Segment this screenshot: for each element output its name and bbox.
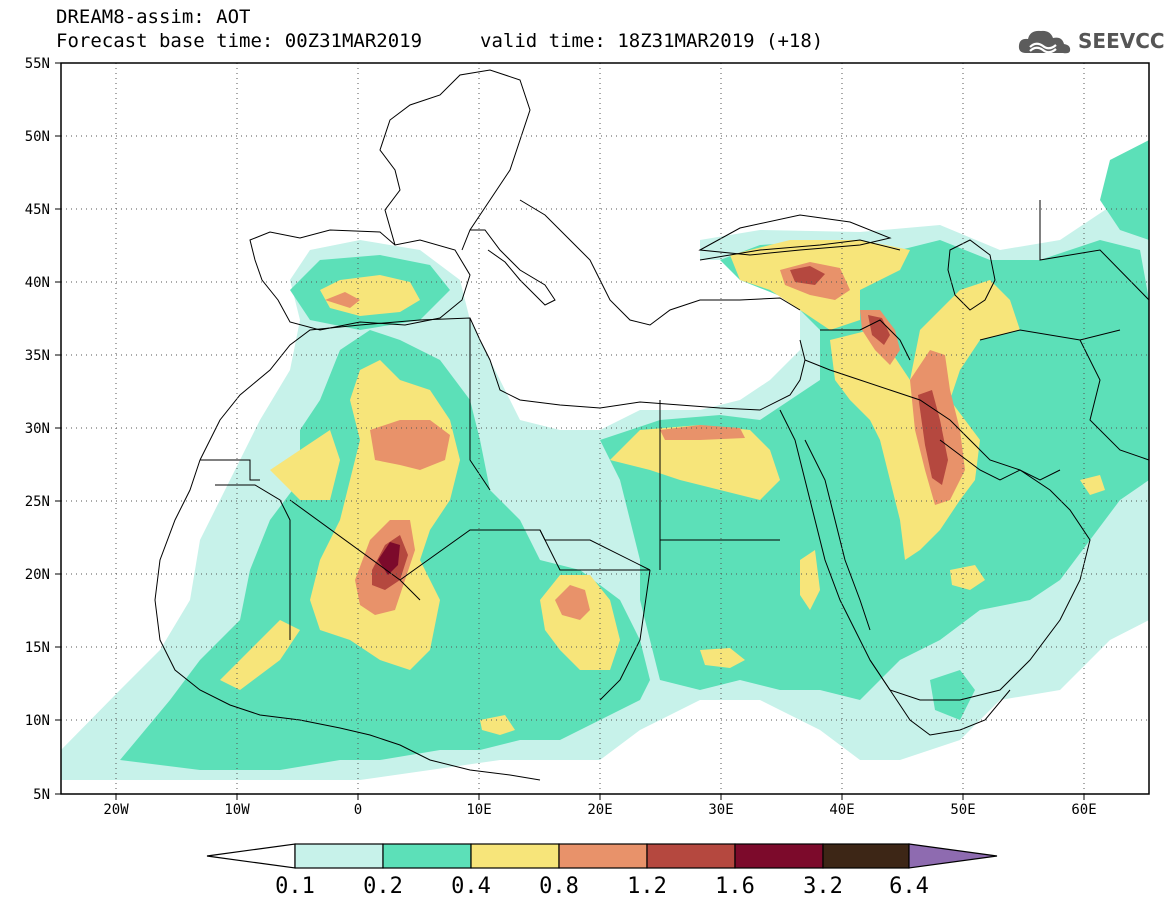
colorbar-labels: 0.1 0.2 0.4 0.8 1.2 1.6 3.2 6.4 <box>275 874 929 899</box>
colorbar-swatch <box>558 843 648 869</box>
lon-label: 10W <box>224 802 250 818</box>
colorbar-swatch <box>822 843 910 869</box>
colorbar-swatch <box>646 843 736 869</box>
lat-label: 50N <box>25 129 50 145</box>
colorbar-label: 3.2 <box>803 874 843 899</box>
graticule <box>61 63 1149 794</box>
lat-label: 15N <box>25 640 50 656</box>
lon-label: 0 <box>354 802 362 818</box>
time-line: Forecast base time: 00Z31MAR2019 valid ti… <box>56 30 823 52</box>
colorbar-label: 0.1 <box>275 874 315 899</box>
lat-label: 30N <box>25 421 50 437</box>
lat-label: 10N <box>25 713 50 729</box>
lon-label: 60E <box>1071 802 1096 818</box>
lon-label: 40E <box>829 802 854 818</box>
colorbar-low-arrow <box>206 843 296 869</box>
valid-time: valid time: 18Z31MAR2019 (+18) <box>480 30 824 52</box>
colorbar-label: 0.8 <box>539 874 579 899</box>
lon-label: 50E <box>950 802 975 818</box>
cloud-logo-icon <box>1018 30 1071 54</box>
forecast-base-time: Forecast base time: 00Z31MAR2019 <box>56 30 423 52</box>
colorbar <box>206 843 998 869</box>
colorbar-label: 0.2 <box>363 874 403 899</box>
aot-level-1.6 <box>378 542 400 575</box>
logo-text: SEEVCCC <box>1078 29 1165 53</box>
seevccc-logo: SEEVCCC <box>1016 25 1165 57</box>
lon-label: 30E <box>708 802 733 818</box>
colorbar-swatch <box>382 843 472 869</box>
lat-labels: 55N 50N 45N 40N 35N 30N 25N 20N 15N 10N … <box>25 56 50 803</box>
lat-label: 25N <box>25 494 50 510</box>
lon-labels: 20W 10W 0 10E 20E 30E 40E 50E 60E <box>103 802 1096 818</box>
map-title: DREAM8-assim: AOT <box>56 6 251 28</box>
lon-label: 20W <box>103 802 129 818</box>
lat-label: 45N <box>25 202 50 218</box>
lat-label: 20N <box>25 567 50 583</box>
lon-label: 10E <box>466 802 491 818</box>
colorbar-swatch <box>470 843 560 869</box>
lat-label: 5N <box>33 787 50 803</box>
colorbar-swatch <box>734 843 824 869</box>
colorbar-swatch <box>294 843 384 869</box>
lat-label: 40N <box>25 275 50 291</box>
colorbar-high-arrow <box>908 843 998 869</box>
tick-marks <box>55 62 1085 800</box>
lat-label: 55N <box>25 56 50 72</box>
lat-label: 35N <box>25 348 50 364</box>
colorbar-label: 0.4 <box>451 874 491 899</box>
colorbar-label: 1.2 <box>627 874 667 899</box>
colorbar-label: 1.6 <box>715 874 755 899</box>
coastlines <box>154 69 1149 781</box>
colorbar-label: 6.4 <box>889 874 929 899</box>
aot-fields <box>61 140 1149 780</box>
lon-label: 20E <box>587 802 612 818</box>
